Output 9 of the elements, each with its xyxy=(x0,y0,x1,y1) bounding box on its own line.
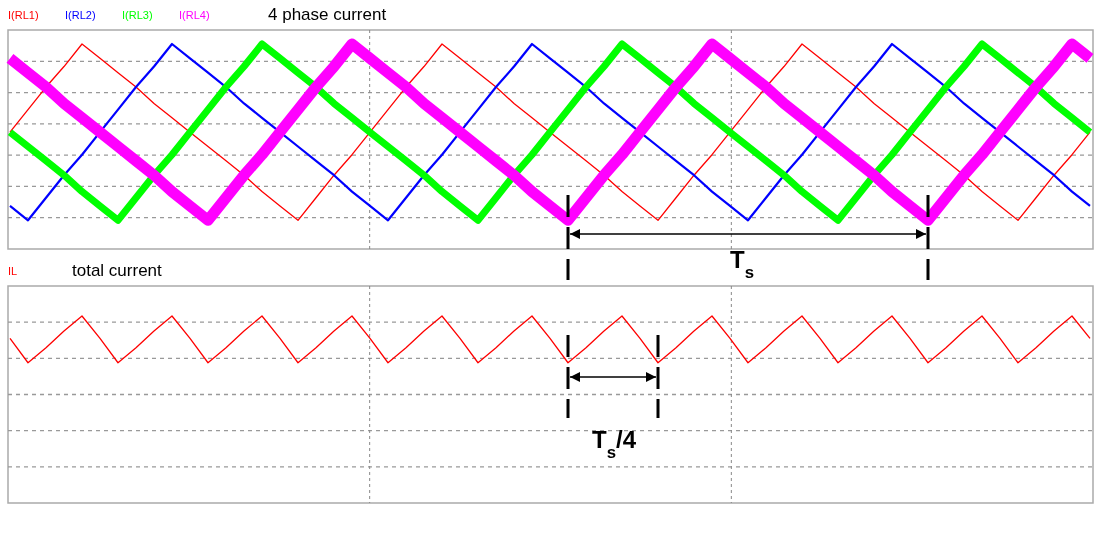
text: I(RL4) xyxy=(179,9,210,21)
chart-title: 4 phase current xyxy=(268,5,387,24)
annotation: T$_{s}$ xyxy=(729,246,755,282)
chart-title: total current xyxy=(72,261,163,280)
text: I(RL3) xyxy=(122,9,153,21)
text: I(RL1) xyxy=(8,9,39,21)
text: I(RL2) xyxy=(65,9,96,21)
text: IL xyxy=(8,265,18,277)
annotation: T$_{s}$/4 xyxy=(591,426,637,462)
